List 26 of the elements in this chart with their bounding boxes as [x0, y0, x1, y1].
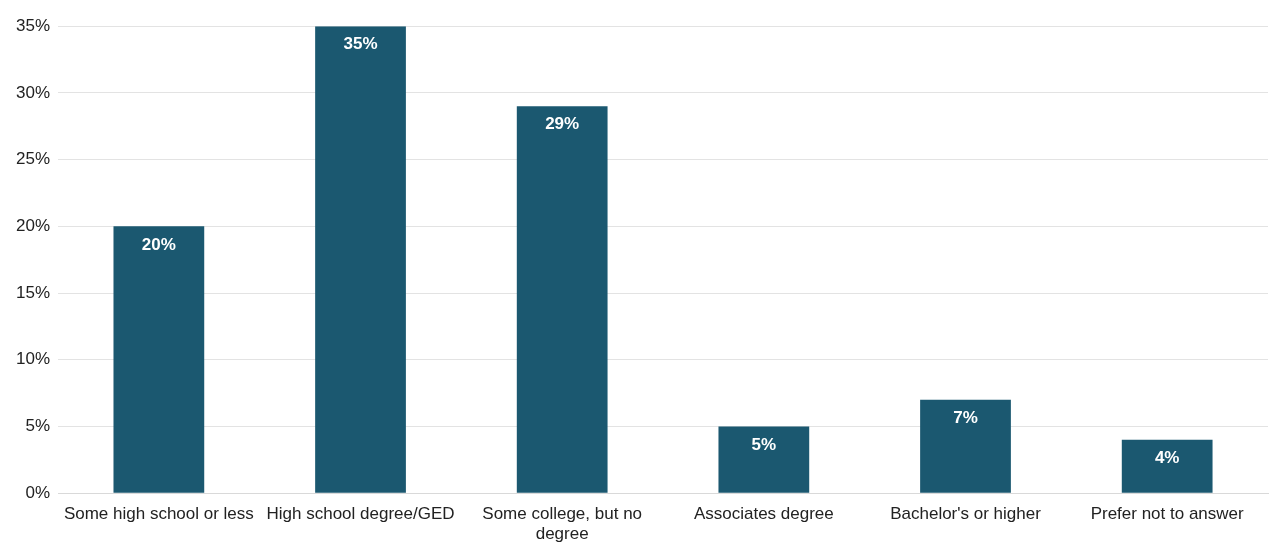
- bar: [113, 226, 205, 493]
- y-tick-label: 0%: [25, 482, 51, 502]
- x-tick-label: Bachelor's or higher: [890, 504, 1042, 524]
- bar: [718, 426, 810, 493]
- y-tick-label: 10%: [15, 349, 51, 369]
- x-tick-label: Prefer not to answer: [1090, 504, 1245, 524]
- y-tick-label: 25%: [15, 149, 51, 169]
- data-label: 7%: [953, 407, 978, 427]
- x-tick-label: Some college, but no degree: [482, 504, 643, 544]
- bar: [516, 106, 608, 493]
- bar: [920, 399, 1011, 493]
- data-label: 4%: [1154, 448, 1180, 468]
- bar: [315, 26, 406, 493]
- data-label: 20%: [141, 234, 176, 254]
- y-tick-label: 35%: [15, 15, 51, 35]
- x-tick-label: Some high school or less: [63, 504, 254, 524]
- y-tick-label: 15%: [15, 282, 51, 302]
- y-tick-label: 30%: [15, 82, 51, 102]
- x-tick-label: Associates degree: [693, 504, 834, 524]
- y-tick-label: 20%: [15, 216, 51, 236]
- x-tick-label: High school degree/GED: [266, 504, 455, 524]
- y-tick-label: 5%: [25, 416, 51, 436]
- data-label: 5%: [751, 434, 777, 454]
- data-label: 35%: [343, 34, 378, 54]
- data-label: 29%: [545, 114, 580, 134]
- bar: [1121, 439, 1213, 493]
